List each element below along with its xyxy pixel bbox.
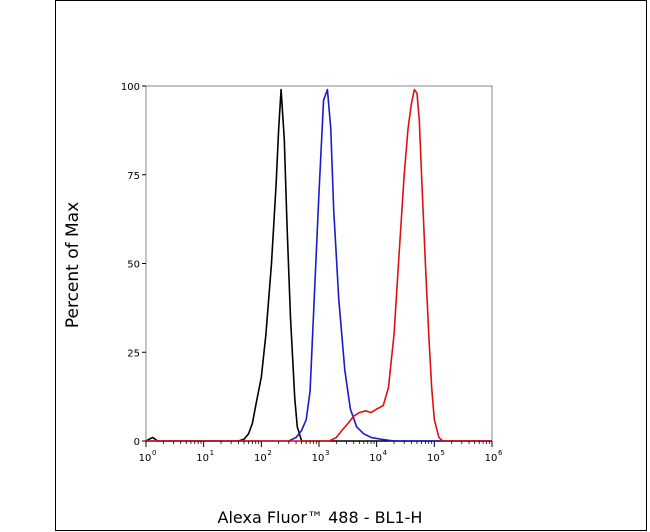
y-axis-label: Percent of Max bbox=[63, 202, 83, 328]
y-tick-label: 0 bbox=[134, 437, 140, 448]
y-axis: 0 25 50 75 100 bbox=[121, 82, 146, 448]
figure-border bbox=[55, 0, 647, 531]
x-tick-exponent: 0 bbox=[152, 449, 156, 457]
plot-area bbox=[145, 85, 493, 442]
series-line-2 bbox=[146, 88, 492, 442]
x-tick-exponent: 3 bbox=[325, 449, 329, 457]
x-axis-label: Alexa Fluor™ 488 - BL1-H bbox=[218, 508, 423, 527]
x-tick-label: 10 bbox=[312, 453, 325, 464]
x-tick-label: 10 bbox=[196, 453, 209, 464]
y-tick-label: 100 bbox=[121, 82, 140, 93]
x-tick-exponent: 2 bbox=[267, 449, 271, 457]
x-tick-exponent: 6 bbox=[498, 449, 503, 457]
y-tick-label: 75 bbox=[127, 171, 140, 182]
series-layer bbox=[145, 88, 492, 442]
x-tick-exponent: 1 bbox=[210, 449, 214, 457]
x-tick-label: 10 bbox=[369, 453, 382, 464]
x-tick-label: 10 bbox=[139, 453, 152, 464]
x-tick-label: 10 bbox=[485, 453, 498, 464]
y-tick-label: 50 bbox=[127, 260, 140, 271]
x-axis: 10 0 10 1 10 2 10 3 10 4 10 5 10 6 bbox=[139, 441, 503, 464]
y-tick-label: 25 bbox=[127, 348, 140, 359]
x-tick-exponent: 5 bbox=[440, 449, 444, 457]
x-tick-label: 10 bbox=[427, 453, 440, 464]
x-tick-exponent: 4 bbox=[383, 449, 388, 457]
x-tick-label: 10 bbox=[254, 453, 267, 464]
series-line-1 bbox=[146, 88, 492, 442]
